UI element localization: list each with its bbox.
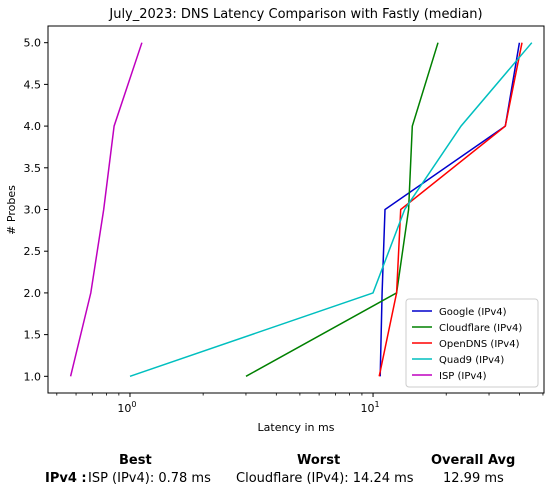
- x-axis-label: Latency in ms: [258, 421, 335, 434]
- worst-value: Cloudflare (IPv4): 14.24 ms: [236, 471, 414, 486]
- legend-label: Google (IPv4): [439, 307, 507, 318]
- y-axis-label: # Probes: [5, 185, 18, 235]
- y-tick-label: 3.0: [24, 204, 42, 217]
- y-tick-label: 2.0: [24, 287, 42, 300]
- y-tick-label: 4.5: [24, 78, 42, 91]
- latency-chart: July_2023: DNS Latency Comparison with F…: [5, 7, 545, 434]
- worst-header: Worst: [297, 453, 341, 468]
- series-line-3: [378, 42, 523, 377]
- series-line-1: [379, 42, 521, 377]
- best-header: Best: [119, 453, 152, 468]
- y-tick-label: 5.0: [24, 37, 42, 50]
- series-line-4: [129, 42, 533, 378]
- x-tick-label: 100: [117, 400, 136, 415]
- series-line-2: [245, 42, 439, 377]
- overall-avg-header: Overall Avg: [431, 453, 516, 468]
- overall-avg-value: 12.99 ms: [443, 471, 504, 486]
- legend-label: Quad9 (IPv4): [439, 355, 504, 366]
- y-tick-label: 2.5: [24, 245, 42, 258]
- chart-legend: Google (IPv4) Cloudflare (IPv4) OpenDNS (I…: [405, 298, 539, 388]
- best-value: ISP (IPv4): 0.78 ms: [88, 471, 211, 486]
- y-tick-label: 1.5: [24, 329, 42, 342]
- y-tick-label: 1.0: [24, 370, 42, 383]
- summary-table: Best Worst Overall Avg IPv4 : ISP (IPv4)…: [0, 446, 551, 494]
- y-tick-label: 4.0: [24, 120, 42, 133]
- legend-label: Cloudflare (IPv4): [439, 323, 522, 334]
- legend-label: ISP (IPv4): [439, 371, 487, 382]
- series-line-5: [69, 42, 143, 377]
- y-tick-label: 3.5: [24, 162, 42, 175]
- ipv4-row-label: IPv4 :: [45, 471, 87, 486]
- legend-box: [405, 298, 539, 388]
- x-tick-label: 101: [361, 400, 380, 415]
- chart-title: July_2023: DNS Latency Comparison with F…: [108, 7, 482, 22]
- legend-label: OpenDNS (IPv4): [439, 339, 520, 350]
